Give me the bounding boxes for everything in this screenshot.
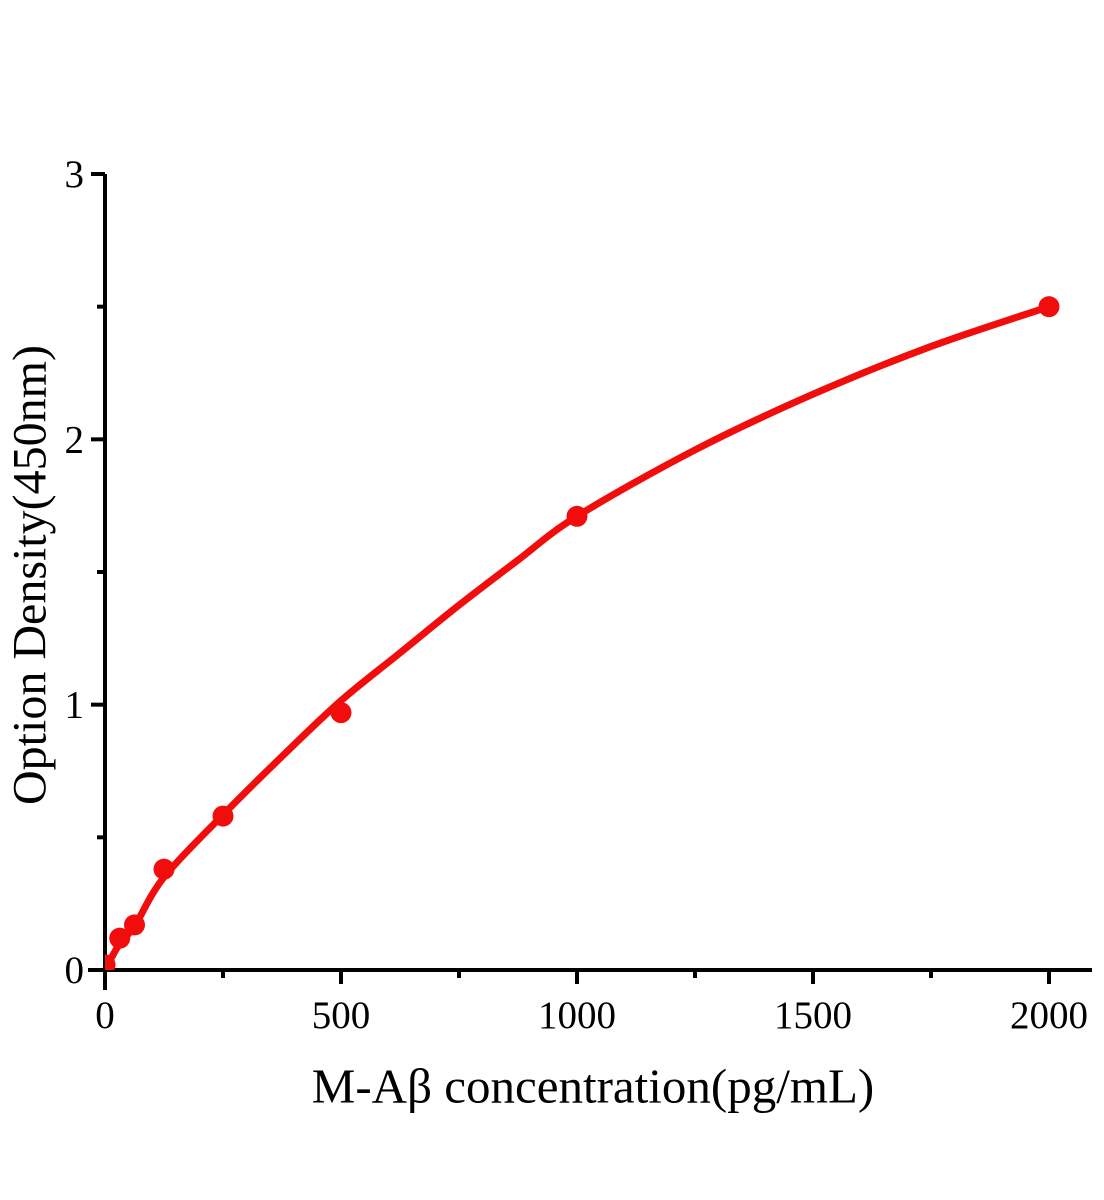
data-point-marker: [153, 858, 175, 880]
data-points: [105, 296, 1060, 970]
x-axis: 0 500 1000 1500 2000: [88, 968, 1092, 1037]
y-tick-label: 1: [65, 684, 85, 727]
fit-curve-path: [105, 303, 1053, 970]
x-tick-label: 1000: [538, 994, 616, 1037]
x-tick-label: 2000: [1010, 994, 1088, 1037]
plot-area: [105, 296, 1060, 970]
x-tick-label: 500: [312, 994, 371, 1037]
x-tick-label: 0: [95, 994, 115, 1037]
y-tick-label: 0: [65, 949, 85, 992]
data-point-marker: [124, 914, 145, 936]
data-point-marker: [1038, 296, 1060, 318]
y-axis: 0 1 2 3: [65, 153, 107, 992]
x-tick-label: 1500: [774, 994, 852, 1037]
data-point-marker: [330, 702, 352, 724]
x-axis-title: M-Aβ concentration(pg/mL): [311, 1058, 875, 1114]
data-point-marker: [566, 505, 588, 527]
data-point-marker: [105, 954, 116, 970]
data-point-marker: [212, 805, 234, 827]
y-tick-label: 3: [65, 153, 85, 196]
data-point-marker: [109, 927, 131, 949]
y-tick-label: 2: [65, 418, 85, 461]
y-axis-title: Option Density(450nm): [3, 345, 57, 805]
